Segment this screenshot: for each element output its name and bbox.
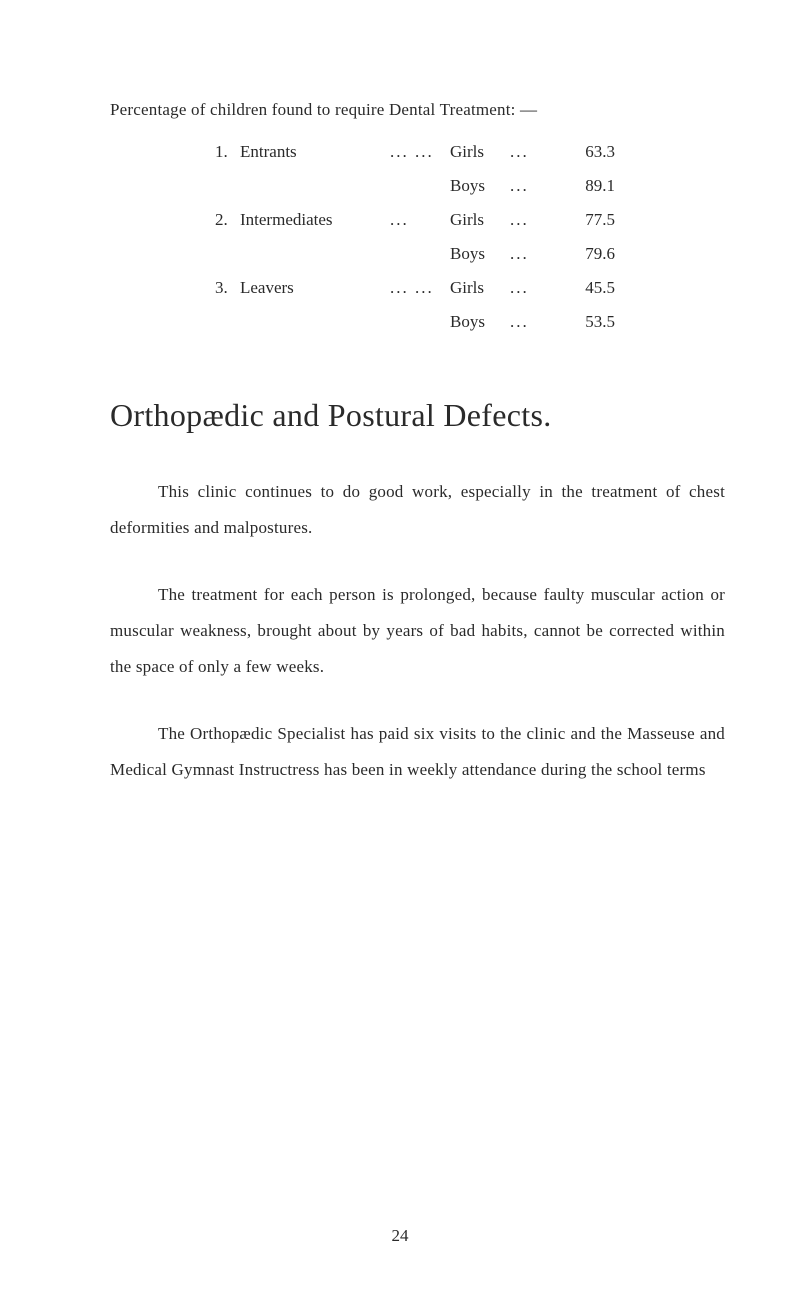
treatment-table: 1. Entrants ... ... Girls ... 63.3 Boys … — [215, 142, 725, 332]
table-row: 3. Leavers ... ... Girls ... 45.5 — [215, 278, 725, 298]
row-dots: ... — [510, 244, 560, 264]
row-dots: ... ... — [390, 278, 450, 298]
row-dots: ... — [510, 278, 560, 298]
row-value: 77.5 — [560, 210, 615, 230]
row-gender: Boys — [450, 312, 510, 332]
paragraph-1: This clinic continues to do good work, e… — [110, 474, 725, 545]
row-gender: Girls — [450, 278, 510, 298]
table-row: Boys ... 89.1 — [215, 176, 725, 196]
row-dots: ... — [510, 312, 560, 332]
intro-text: Percentage of children found to require … — [110, 100, 725, 120]
paragraph-2: The treatment for each person is prolong… — [110, 577, 725, 684]
section-title: Orthopædic and Postural Defects. — [110, 397, 725, 434]
table-row: 1. Entrants ... ... Girls ... 63.3 — [215, 142, 725, 162]
row-category: Intermediates — [240, 210, 390, 230]
row-number: 2. — [215, 210, 240, 230]
row-dots: ... — [510, 142, 560, 162]
row-category: Entrants — [240, 142, 390, 162]
page-number: 24 — [0, 1226, 800, 1246]
row-value: 89.1 — [560, 176, 615, 196]
row-number: 1. — [215, 142, 240, 162]
row-dots: ... — [390, 210, 450, 230]
row-dots: ... — [510, 210, 560, 230]
row-gender: Girls — [450, 210, 510, 230]
paragraph-3: The Orthopædic Specialist has paid six v… — [110, 716, 725, 787]
row-value: 53.5 — [560, 312, 615, 332]
row-value: 63.3 — [560, 142, 615, 162]
table-row: Boys ... 53.5 — [215, 312, 725, 332]
table-row: Boys ... 79.6 — [215, 244, 725, 264]
row-gender: Boys — [450, 176, 510, 196]
row-category: Leavers — [240, 278, 390, 298]
row-value: 79.6 — [560, 244, 615, 264]
table-row: 2. Intermediates ... Girls ... 77.5 — [215, 210, 725, 230]
row-value: 45.5 — [560, 278, 615, 298]
row-number: 3. — [215, 278, 240, 298]
row-dots: ... — [510, 176, 560, 196]
row-dots: ... ... — [390, 142, 450, 162]
row-gender: Girls — [450, 142, 510, 162]
row-gender: Boys — [450, 244, 510, 264]
